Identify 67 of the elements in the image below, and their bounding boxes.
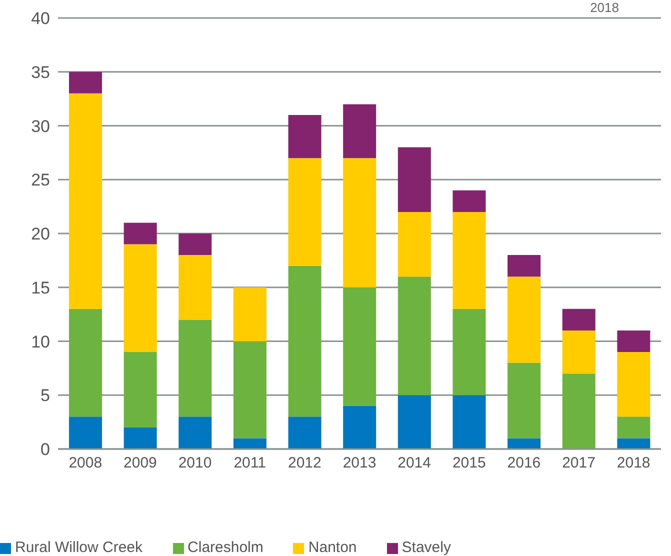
- y-tick-label: 10: [31, 332, 50, 352]
- bar: [398, 212, 431, 277]
- bar: [178, 234, 212, 256]
- bar: [178, 320, 212, 417]
- y-tick-label: 20: [31, 224, 50, 244]
- bar: [69, 416, 102, 449]
- bar: [343, 158, 376, 288]
- x-tick-label: 2014: [398, 454, 432, 472]
- bar: [288, 266, 322, 417]
- bar: [288, 416, 322, 449]
- bar: [508, 255, 541, 277]
- y-tick-label: 0: [40, 440, 50, 460]
- bar: [288, 158, 322, 266]
- bar: [452, 308, 486, 396]
- bar: [398, 147, 431, 212]
- legend-label: Claresholm: [188, 539, 264, 556]
- bar: [69, 308, 102, 417]
- bar: [562, 308, 596, 330]
- y-tick-label: 25: [31, 170, 50, 190]
- bar: [69, 93, 102, 309]
- y-tick-label: 30: [31, 116, 50, 136]
- bar: [617, 330, 650, 352]
- x-tick-label: 2017: [562, 454, 596, 472]
- x-tick-label: 2013: [342, 454, 376, 472]
- x-tick-label: 2011: [234, 454, 266, 472]
- x-tick-label: 2012: [288, 454, 322, 472]
- x-tick-label: 2018: [616, 454, 650, 472]
- x-tick-label: 2009: [124, 454, 157, 472]
- bar: [233, 287, 266, 342]
- bar: [178, 255, 212, 320]
- bar: [452, 395, 486, 449]
- bar: [343, 104, 376, 158]
- bar: [124, 222, 157, 244]
- bar: [124, 352, 157, 428]
- x-tick-label: 2008: [68, 454, 102, 472]
- bar: [617, 416, 650, 438]
- bar: [617, 438, 650, 449]
- bar: [343, 406, 376, 449]
- bar: [452, 212, 486, 309]
- x-tick-label: 2016: [507, 454, 541, 472]
- bar: [398, 276, 431, 396]
- bar: [562, 374, 596, 449]
- bar: [124, 427, 157, 449]
- bar: [343, 287, 376, 406]
- bar: [124, 244, 157, 352]
- bar: [562, 330, 596, 374]
- bar: [288, 114, 322, 158]
- bar: [452, 190, 486, 212]
- bar: [398, 395, 431, 449]
- bar: [508, 438, 541, 449]
- y-tick-label: 40: [31, 9, 50, 28]
- y-tick-label: 15: [31, 278, 50, 298]
- x-tick-label: 2010: [178, 454, 212, 472]
- legend-label: Rural Willow Creek: [15, 539, 143, 556]
- y-tick-label: 5: [40, 386, 50, 406]
- bar: [233, 438, 266, 449]
- legend-label: Nanton: [308, 539, 357, 556]
- bar: [508, 276, 541, 363]
- bar: [69, 72, 102, 94]
- bar: [178, 416, 212, 449]
- y-tick-label: 35: [31, 62, 50, 82]
- bar: [233, 341, 266, 438]
- bar: [617, 352, 650, 417]
- text: 2018: [590, 0, 619, 15]
- x-tick-label: 2015: [452, 454, 486, 472]
- bar: [508, 362, 541, 438]
- legend-label: Stavely: [402, 539, 451, 556]
